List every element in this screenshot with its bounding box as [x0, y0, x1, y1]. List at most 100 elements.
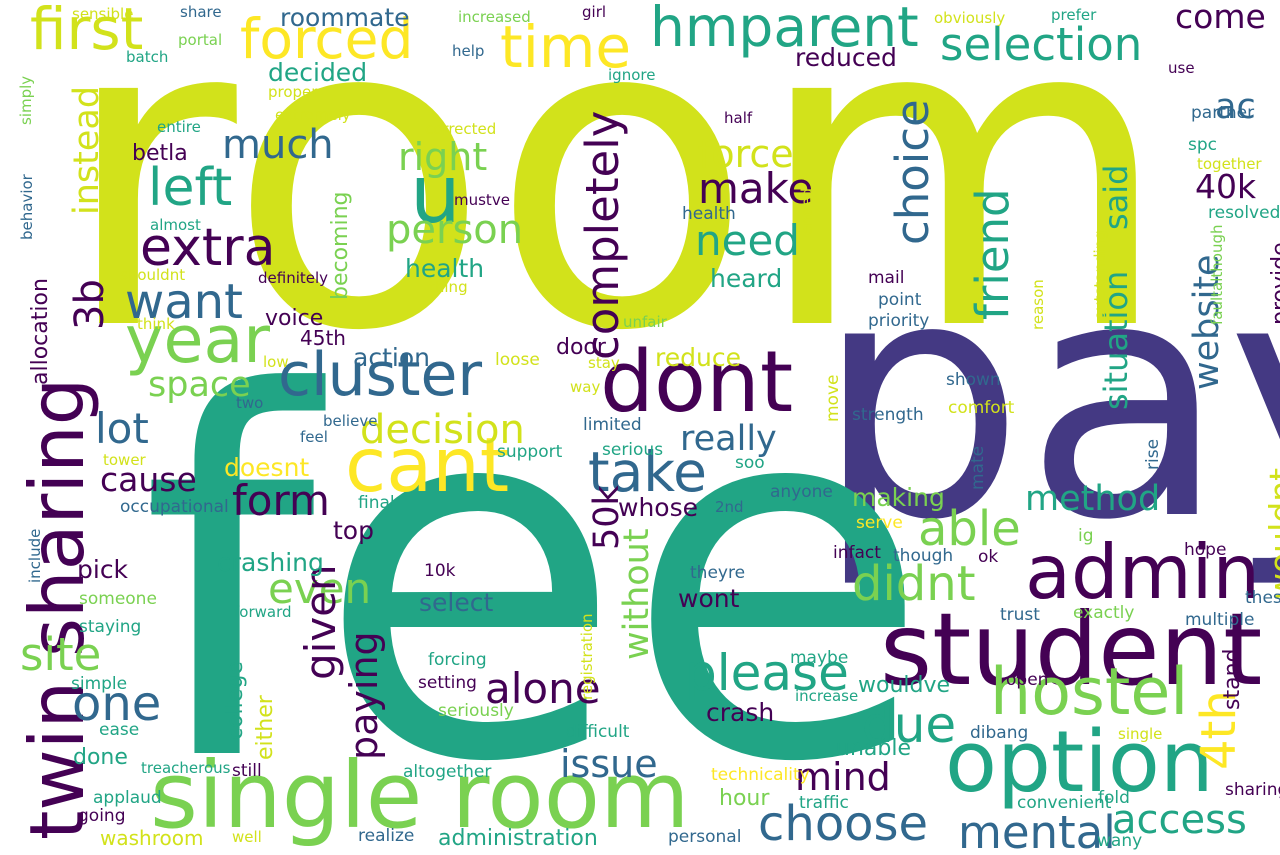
cloud-word: support: [497, 442, 563, 462]
cloud-word: traffic: [799, 793, 849, 813]
cloud-word: corrected: [425, 120, 497, 138]
cloud-word: much: [222, 122, 334, 168]
cloud-word: shown: [946, 370, 1001, 390]
cloud-word: crashing: [217, 548, 324, 577]
cloud-word: alone: [485, 664, 601, 713]
cloud-word: definitely: [258, 269, 329, 287]
cloud-word: rise: [1143, 438, 1163, 470]
cloud-word: crash: [706, 698, 775, 727]
cloud-word: right: [398, 135, 488, 179]
cloud-word: sharing: [1225, 780, 1280, 800]
cloud-word: college: [223, 661, 248, 740]
cloud-word: single: [1118, 725, 1163, 743]
cloud-word: stay: [588, 354, 620, 372]
cloud-word: force: [698, 132, 794, 176]
cloud-word: cant: [345, 421, 510, 509]
cloud-word: site: [20, 628, 102, 681]
cloud-word: 3b: [67, 279, 113, 330]
cloud-word: include: [26, 528, 44, 583]
cloud-word: either: [253, 695, 278, 760]
cloud-word: come: [1175, 0, 1266, 36]
cloud-word: provide: [1268, 242, 1280, 325]
cloud-word: selection: [940, 18, 1143, 71]
cloud-word: roommate: [280, 3, 410, 32]
cloud-word: personal: [668, 827, 742, 847]
cloud-word: top: [333, 516, 374, 545]
cloud-word: lot: [95, 404, 149, 453]
cloud-word: wouldve: [858, 673, 951, 698]
cloud-word: access: [1112, 797, 1247, 843]
cloud-word: outstanding: [1091, 230, 1109, 320]
cloud-word: difficult: [566, 722, 630, 742]
cloud-word: really: [680, 419, 777, 459]
cloud-word: forcing: [428, 650, 487, 670]
cloud-word: admin: [1025, 528, 1260, 616]
cloud-word: spc: [1188, 135, 1217, 155]
cloud-word: ok: [978, 547, 999, 567]
cloud-word: maybe: [790, 648, 849, 668]
cloud-word: mate: [968, 445, 988, 490]
cloud-word: behavior: [18, 174, 36, 240]
cloud-word: betla: [132, 141, 188, 166]
cloud-word: simply: [17, 75, 35, 125]
cloud-word: health: [405, 254, 485, 283]
cloud-word: pick: [77, 555, 129, 584]
cloud-word: time: [500, 13, 632, 81]
cloud-word: year: [125, 303, 271, 378]
cloud-word: room: [60, 0, 1173, 425]
cloud-word: seriously: [438, 701, 514, 721]
cloud-word: entire: [157, 118, 201, 136]
cloud-word: hour: [719, 786, 770, 811]
cloud-word: dibang: [970, 723, 1029, 743]
cloud-word: staying: [79, 617, 142, 637]
cloud-word: need: [695, 216, 800, 265]
cloud-word: priority: [868, 311, 930, 331]
cloud-word: decided: [268, 58, 368, 87]
cloud-word: proper: [268, 83, 318, 101]
cloud-word: dont: [600, 333, 794, 432]
cloud-word: open: [1006, 670, 1049, 690]
cloud-word: going: [78, 806, 126, 826]
cloud-word: making: [852, 483, 945, 512]
cloud-word: take: [588, 440, 707, 504]
cloud-word: someone: [79, 589, 157, 609]
cloud-word: think: [137, 315, 175, 333]
cloud-word: hope: [1184, 540, 1227, 560]
cloud-word: able: [918, 501, 1021, 557]
cloud-word: still: [232, 761, 262, 781]
cloud-word: shouldnt: [120, 266, 186, 284]
cloud-word: administration: [438, 826, 598, 851]
cloud-word: point: [878, 290, 922, 310]
cloud-word: tower: [103, 451, 146, 469]
cloud-word: two: [236, 394, 264, 412]
cloud-word: occupational: [120, 497, 229, 517]
cloud-word: ig: [1078, 526, 1094, 546]
cloud-word: decision: [360, 407, 525, 453]
cloud-word: paying: [342, 631, 386, 760]
cloud-word: help: [452, 42, 485, 60]
cloud-word: given: [296, 564, 345, 680]
cloud-word: want: [125, 274, 243, 330]
cloud-word: hmparent: [650, 0, 919, 59]
cloud-word: wont: [678, 584, 740, 613]
cloud-word: please: [685, 644, 849, 702]
cloud-word: way: [570, 378, 601, 396]
cloud-word: choose: [758, 796, 929, 852]
cloud-word: instead: [67, 85, 107, 215]
cloud-word: mustve: [454, 191, 510, 209]
cloud-word: unfair: [623, 313, 667, 331]
cloud-word: mental: [958, 806, 1116, 855]
cloud-word: use: [1168, 59, 1195, 77]
cloud-word: cause: [100, 460, 197, 499]
cloud-word: 40k: [1195, 167, 1257, 206]
cloud-word: heard: [710, 264, 783, 293]
cloud-word: student: [880, 591, 1263, 708]
cloud-word: 10k: [424, 561, 456, 581]
cloud-word: reduced: [795, 43, 897, 72]
cloud-word: theyre: [690, 563, 746, 583]
cloud-word: setting: [418, 673, 477, 693]
cloud-word: cluster: [278, 340, 483, 410]
cloud-word: partner: [1191, 103, 1255, 123]
cloud-word: form: [232, 476, 330, 525]
